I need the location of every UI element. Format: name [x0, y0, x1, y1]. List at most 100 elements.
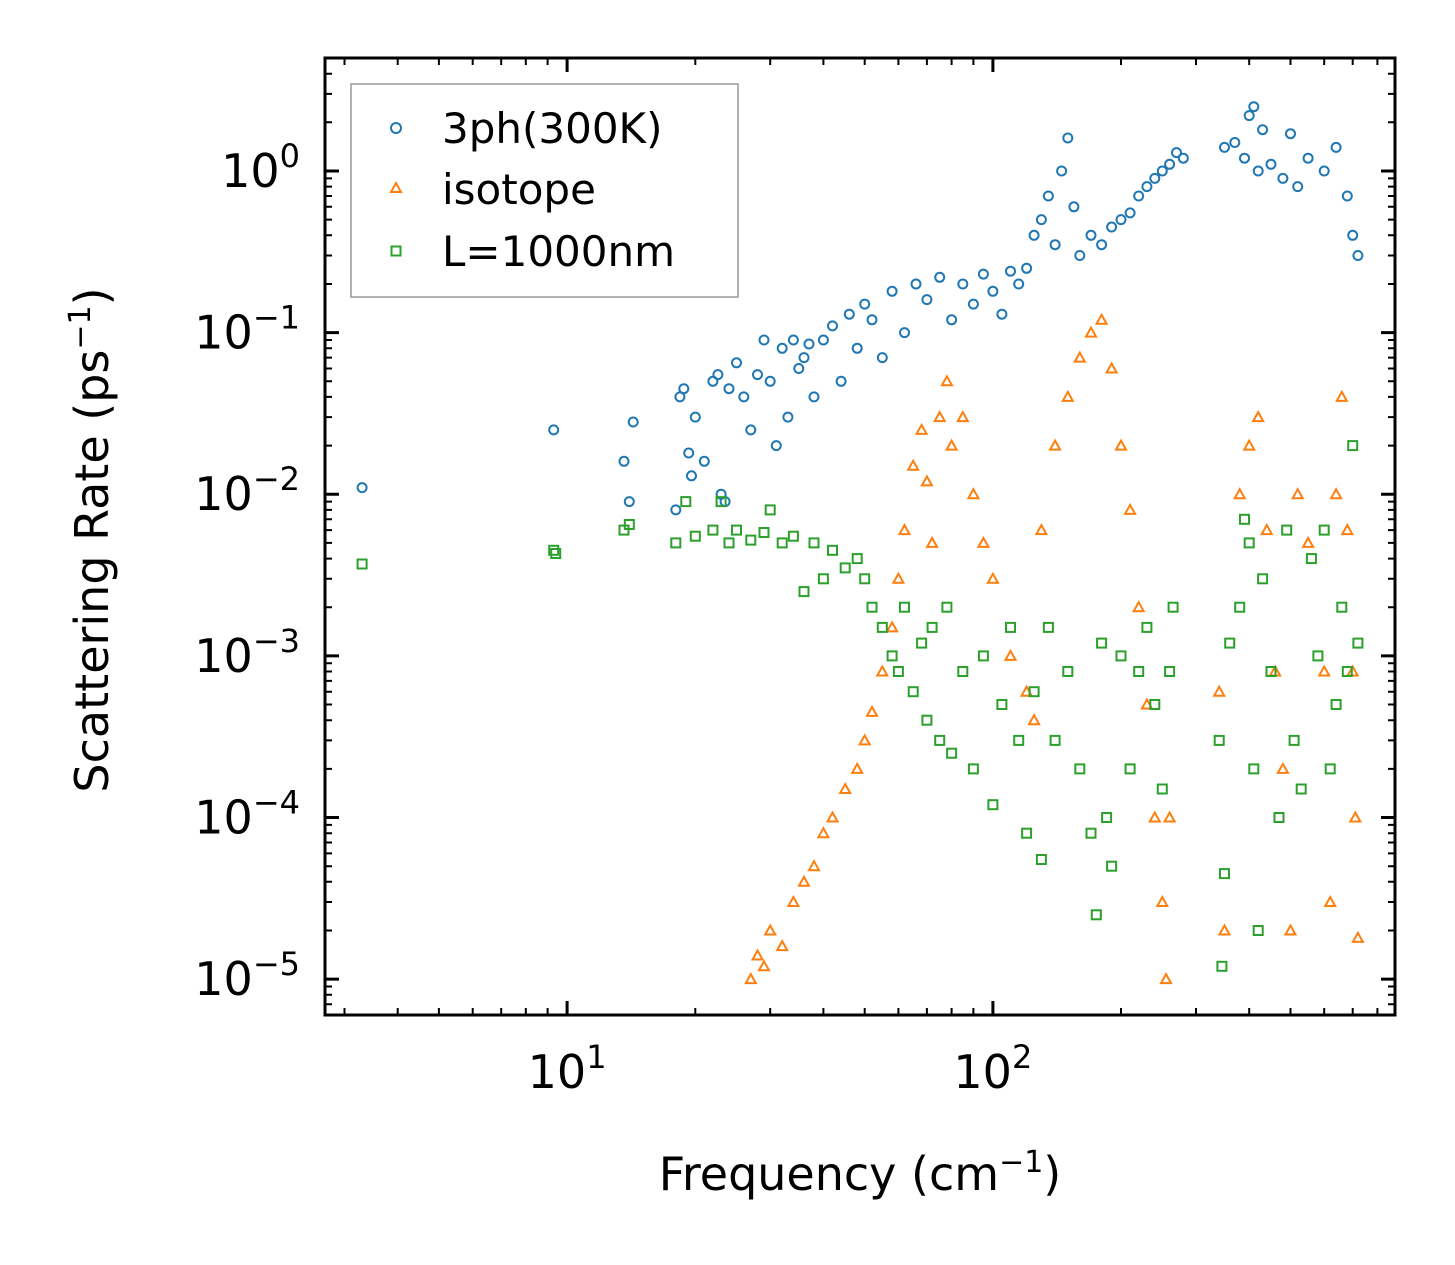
- point-3ph: [886, 285, 898, 297]
- point-boundary: [787, 530, 799, 542]
- y-tick-label: 100: [221, 137, 300, 198]
- point-3ph: [934, 271, 946, 283]
- point-3ph: [1285, 128, 1296, 140]
- legend-label-3ph: 3ph(300K): [442, 104, 662, 153]
- legend-label-l1000nm: L=1000nm: [442, 227, 675, 276]
- point-3ph: [808, 391, 820, 403]
- point-3ph: [910, 278, 922, 290]
- point-boundary: [1013, 734, 1025, 746]
- point-boundary: [859, 573, 871, 585]
- y-tick-exp: 0: [280, 137, 300, 175]
- point-boundary: [1035, 854, 1047, 865]
- point-boundary: [1149, 699, 1161, 710]
- point-3ph: [731, 357, 742, 369]
- point-3ph: [876, 352, 888, 364]
- point-isotope: [763, 923, 777, 936]
- point-3ph: [859, 298, 871, 310]
- point-boundary: [987, 799, 999, 811]
- y-tick-exp: −4: [253, 784, 300, 822]
- point-3ph: [1115, 214, 1127, 226]
- point-3ph: [967, 298, 979, 310]
- point-3ph: [686, 470, 697, 482]
- point-isotope: [956, 410, 970, 423]
- point-3ph: [1133, 190, 1145, 202]
- point-isotope: [1104, 361, 1119, 374]
- point-boundary: [798, 586, 810, 598]
- point-boundary: [1347, 440, 1359, 452]
- point-boundary: [907, 686, 919, 698]
- point-boundary: [1248, 763, 1260, 775]
- point-3ph: [1042, 190, 1054, 202]
- point-boundary: [1224, 637, 1236, 649]
- y-tick-label: 10−2: [194, 460, 300, 521]
- point-3ph: [957, 278, 969, 290]
- y-tick-base: 10: [221, 144, 280, 198]
- series-square: [356, 440, 1364, 972]
- point-3ph: [1248, 101, 1260, 113]
- point-boundary: [899, 601, 910, 613]
- point-isotope: [1155, 894, 1169, 907]
- point-isotope: [825, 810, 840, 823]
- point-3ph: [683, 447, 695, 459]
- point-boundary: [1085, 827, 1097, 839]
- point-isotope: [1291, 487, 1305, 500]
- point-3ph: [764, 375, 776, 387]
- point-boundary: [886, 650, 898, 662]
- point-3ph: [798, 352, 810, 364]
- point-isotope: [750, 948, 765, 961]
- y-tick-exp: −2: [253, 460, 300, 498]
- x-axis-label-end: ): [1043, 1147, 1061, 1201]
- point-3ph: [1085, 229, 1097, 241]
- point-boundary: [851, 553, 863, 565]
- point-boundary: [1305, 553, 1317, 565]
- point-boundary: [1028, 686, 1040, 698]
- point-boundary: [1257, 573, 1269, 585]
- point-isotope: [1348, 810, 1362, 823]
- point-3ph: [1049, 239, 1061, 251]
- series-triangle: [744, 312, 1365, 985]
- point-3ph: [1252, 165, 1264, 177]
- point-3ph: [782, 411, 794, 423]
- point-boundary: [764, 504, 776, 516]
- point-3ph: [670, 504, 682, 516]
- point-isotope: [875, 664, 889, 677]
- point-boundary: [1336, 601, 1348, 613]
- point-boundary: [827, 544, 838, 556]
- point-boundary: [623, 519, 635, 530]
- point-boundary: [356, 558, 368, 570]
- point-boundary: [1239, 513, 1250, 525]
- point-boundary: [892, 666, 904, 677]
- point-isotope: [816, 826, 831, 839]
- point-3ph: [1219, 141, 1230, 153]
- point-3ph: [752, 369, 763, 381]
- point-isotope: [1123, 502, 1137, 515]
- point-3ph: [1277, 172, 1289, 184]
- point-isotope: [897, 523, 912, 536]
- point-isotope: [925, 535, 939, 548]
- point-boundary: [1096, 637, 1108, 649]
- point-boundary: [866, 601, 878, 613]
- point-boundary: [1265, 666, 1277, 677]
- point-3ph: [899, 327, 910, 339]
- point-3ph: [770, 440, 782, 452]
- point-3ph: [1239, 152, 1250, 164]
- point-3ph: [921, 294, 933, 306]
- point-isotope: [1061, 389, 1075, 402]
- point-isotope: [1283, 923, 1298, 936]
- x-axis-label: Frequency (cm−1): [659, 1145, 1062, 1201]
- point-3ph: [803, 338, 815, 350]
- point-3ph: [1106, 221, 1118, 233]
- point-isotope: [1340, 523, 1354, 536]
- point-3ph: [1330, 141, 1342, 153]
- point-isotope: [786, 894, 801, 907]
- y-axis-label: Scattering Rate (ps−1): [63, 287, 119, 792]
- x-tick-exp: 2: [1012, 1038, 1032, 1076]
- point-boundary: [1124, 763, 1136, 775]
- point-boundary: [817, 573, 829, 585]
- y-tick-exp: −5: [253, 945, 300, 983]
- point-isotope: [1260, 523, 1274, 536]
- point-boundary: [957, 666, 969, 677]
- x-tick-exp: 1: [586, 1038, 606, 1076]
- point-boundary: [1106, 860, 1118, 872]
